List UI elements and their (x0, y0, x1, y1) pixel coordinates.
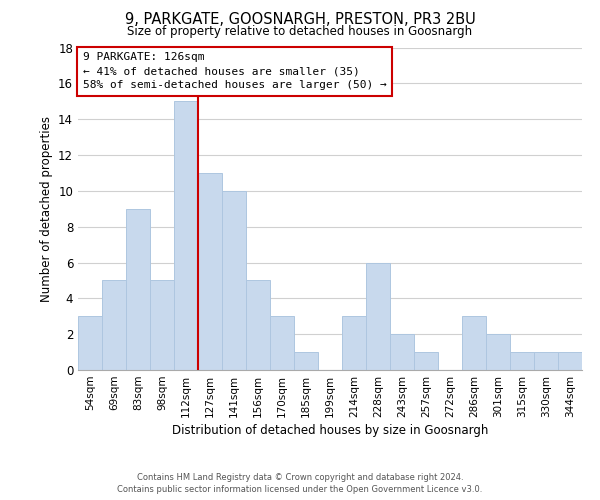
X-axis label: Distribution of detached houses by size in Goosnargh: Distribution of detached houses by size … (172, 424, 488, 437)
Bar (150, 280, 174, 370)
Bar (174, 102, 198, 370)
Bar (510, 352, 534, 370)
Bar (366, 262, 390, 370)
Text: 9, PARKGATE, GOOSNARGH, PRESTON, PR3 2BU: 9, PARKGATE, GOOSNARGH, PRESTON, PR3 2BU (125, 12, 475, 28)
Bar (534, 352, 558, 370)
Bar (462, 316, 486, 370)
Bar (414, 352, 438, 370)
Bar (390, 334, 414, 370)
Bar (270, 316, 294, 370)
Bar (102, 280, 126, 370)
Text: Contains HM Land Registry data © Crown copyright and database right 2024.
Contai: Contains HM Land Registry data © Crown c… (118, 472, 482, 494)
Bar (294, 352, 318, 370)
Bar (246, 280, 270, 370)
Text: 9 PARKGATE: 126sqm
← 41% of detached houses are smaller (35)
58% of semi-detache: 9 PARKGATE: 126sqm ← 41% of detached hou… (83, 52, 387, 90)
Bar (78, 316, 102, 370)
Bar (558, 352, 582, 370)
Bar (342, 316, 366, 370)
Bar (486, 334, 510, 370)
Bar (222, 191, 246, 370)
Bar (198, 173, 222, 370)
Text: Size of property relative to detached houses in Goosnargh: Size of property relative to detached ho… (127, 25, 473, 38)
Bar (126, 209, 150, 370)
Y-axis label: Number of detached properties: Number of detached properties (40, 116, 53, 302)
